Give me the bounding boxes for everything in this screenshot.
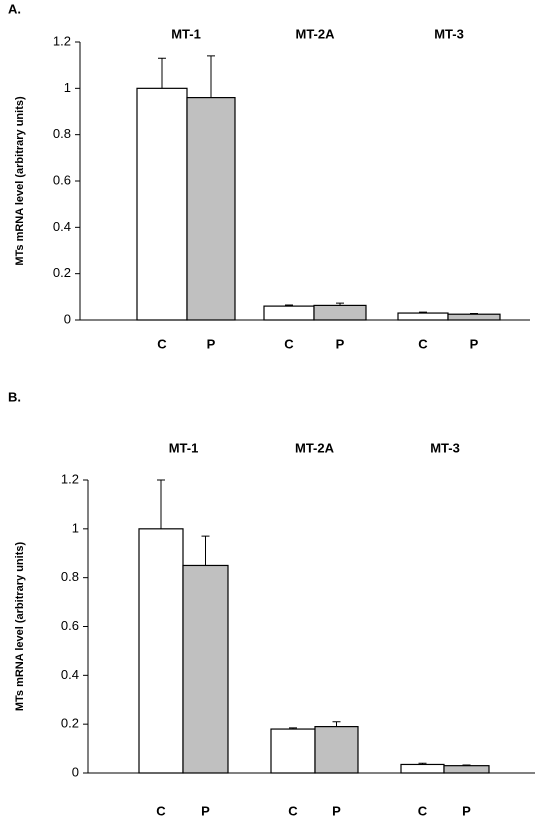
- error-bar: [289, 727, 297, 730]
- group-label: MT-1: [171, 26, 201, 41]
- y-tick-label: 0: [72, 764, 79, 779]
- category-label: C: [156, 803, 166, 818]
- error-bar: [470, 313, 478, 315]
- category-label: P: [470, 336, 479, 351]
- bar: [138, 528, 184, 774]
- category-label: P: [336, 336, 345, 351]
- y-axis-label: MTs mRNA level (arbitrary units): [14, 96, 26, 266]
- bar: [314, 726, 359, 774]
- group-label: MT-3: [434, 26, 464, 41]
- y-tick-label: 0.2: [53, 265, 71, 280]
- error-bar: [462, 764, 471, 766]
- y-tick-label: 1.2: [61, 471, 79, 486]
- category-label: P: [332, 803, 341, 818]
- category-label: C: [418, 336, 428, 351]
- bar: [313, 304, 367, 321]
- category-label: C: [418, 803, 428, 818]
- category-label: P: [201, 803, 210, 818]
- group-label: MT-2A: [295, 440, 335, 455]
- error-bar: [157, 479, 165, 529]
- bar: [263, 305, 315, 321]
- error-bar: [332, 721, 341, 727]
- bar: [400, 763, 445, 774]
- group-label: MT-1: [169, 440, 199, 455]
- panel-label: B.: [8, 389, 21, 404]
- y-tick-label: 0.6: [53, 172, 71, 187]
- category-label: P: [462, 803, 471, 818]
- error-bar: [201, 535, 210, 566]
- error-bar: [158, 57, 166, 89]
- bar: [270, 728, 316, 774]
- error-bar: [336, 302, 344, 306]
- y-axis-label: MTs mRNA level (arbitrary units): [14, 542, 26, 712]
- y-tick-label: 1.2: [53, 33, 71, 48]
- error-bar: [207, 55, 215, 98]
- y-tick-label: 0.8: [53, 126, 71, 141]
- y-tick-label: 1: [64, 80, 71, 95]
- y-tick-label: 0: [64, 311, 71, 326]
- bar: [397, 312, 449, 321]
- category-label: P: [207, 336, 216, 351]
- error-bar: [285, 304, 293, 307]
- bar: [443, 765, 490, 774]
- bar: [182, 564, 229, 774]
- y-tick-label: 0.6: [61, 618, 79, 633]
- group-label: MT-2A: [296, 26, 336, 41]
- group-label: MT-3: [430, 440, 460, 455]
- y-tick-label: 0.8: [61, 569, 79, 584]
- error-bar: [419, 311, 427, 314]
- y-tick-label: 0.4: [53, 219, 71, 234]
- category-label: C: [284, 336, 294, 351]
- category-label: C: [157, 336, 167, 351]
- panel-label: A.: [8, 1, 21, 16]
- bar: [186, 96, 236, 321]
- y-tick-label: 0.4: [61, 667, 79, 682]
- y-tick-label: 0.2: [61, 716, 79, 731]
- bar: [136, 87, 188, 321]
- y-tick-label: 1: [72, 520, 79, 535]
- bar: [447, 313, 501, 321]
- error-bar: [418, 762, 427, 765]
- category-label: C: [288, 803, 298, 818]
